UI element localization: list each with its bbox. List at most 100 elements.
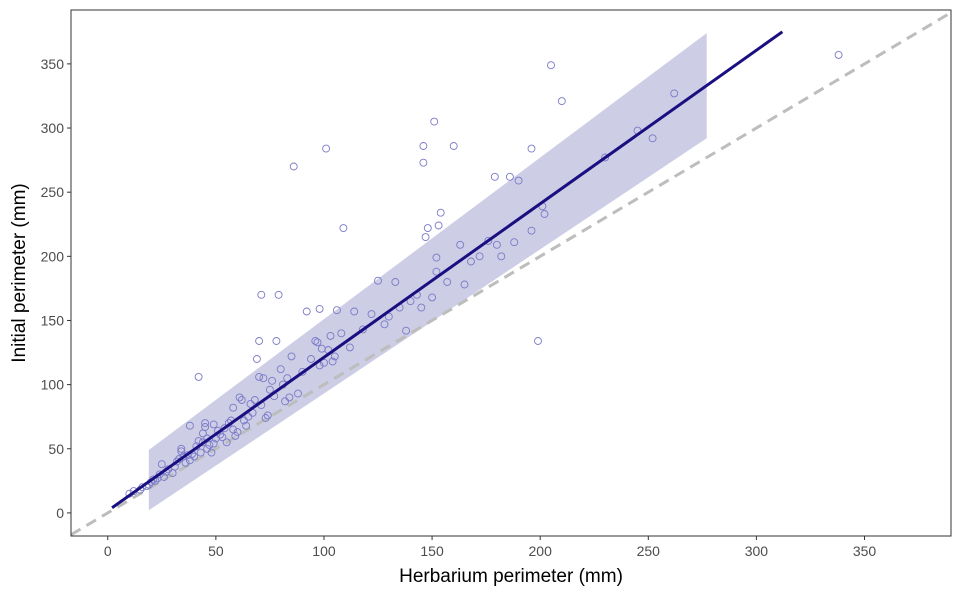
data-point bbox=[557, 97, 566, 106]
data-point bbox=[294, 389, 302, 398]
data-point bbox=[434, 221, 443, 230]
data-point bbox=[231, 431, 240, 440]
data-point bbox=[268, 376, 277, 385]
data-point bbox=[514, 176, 523, 185]
y-tick-label: 150 bbox=[41, 312, 65, 328]
data-point bbox=[246, 399, 255, 408]
y-tick-label: 350 bbox=[41, 56, 65, 72]
data-point bbox=[313, 338, 322, 347]
data-point bbox=[492, 240, 501, 249]
y-tick-label: 50 bbox=[48, 441, 64, 457]
data-point bbox=[250, 396, 259, 404]
data-point bbox=[201, 423, 210, 431]
data-point bbox=[430, 117, 439, 126]
data-point bbox=[244, 412, 253, 421]
data-point bbox=[207, 448, 216, 457]
x-tick-label: 0 bbox=[104, 543, 112, 559]
identity-line bbox=[71, 11, 951, 536]
data-point bbox=[402, 326, 411, 335]
data-point bbox=[209, 420, 218, 429]
data-point bbox=[322, 144, 331, 153]
plot-content bbox=[71, 11, 951, 536]
data-point bbox=[311, 337, 320, 345]
data-point bbox=[235, 393, 244, 402]
data-point bbox=[201, 419, 210, 428]
data-point bbox=[160, 473, 168, 481]
data-point bbox=[285, 393, 294, 402]
data-point bbox=[172, 457, 181, 466]
data-point bbox=[330, 352, 339, 361]
data-point bbox=[527, 144, 536, 153]
data-point bbox=[350, 307, 359, 316]
data-point bbox=[326, 331, 335, 340]
data-point bbox=[332, 306, 341, 315]
data-point bbox=[339, 224, 348, 233]
data-point bbox=[320, 358, 328, 367]
data-point bbox=[345, 343, 354, 352]
data-point bbox=[449, 142, 458, 150]
data-point bbox=[391, 278, 400, 286]
data-point bbox=[307, 355, 315, 363]
data-point bbox=[194, 372, 203, 381]
data-point bbox=[255, 372, 264, 381]
data-point bbox=[490, 172, 499, 181]
data-point bbox=[257, 290, 266, 299]
data-point bbox=[432, 253, 441, 262]
y-tick-label: 300 bbox=[41, 120, 65, 136]
data-point bbox=[497, 252, 506, 261]
data-point bbox=[185, 421, 194, 430]
data-point bbox=[510, 238, 519, 247]
data-point bbox=[272, 337, 281, 345]
data-point bbox=[358, 325, 367, 334]
plot-panel-border bbox=[70, 9, 952, 537]
y-tick-label: 0 bbox=[56, 505, 64, 521]
data-point bbox=[547, 61, 555, 70]
data-point bbox=[460, 280, 469, 289]
data-point bbox=[328, 357, 337, 366]
data-point bbox=[276, 365, 285, 374]
x-axis-title: Herbarium perimeter (mm) bbox=[399, 566, 623, 587]
data-point bbox=[281, 397, 290, 406]
data-point bbox=[181, 458, 190, 467]
data-point bbox=[505, 172, 514, 181]
x-tick-label: 50 bbox=[208, 543, 224, 559]
data-point bbox=[287, 352, 296, 361]
data-point bbox=[428, 293, 437, 302]
data-point bbox=[229, 403, 238, 412]
data-point bbox=[484, 236, 493, 245]
data-point bbox=[475, 252, 484, 261]
data-point bbox=[259, 374, 268, 383]
data-point bbox=[263, 411, 272, 420]
data-point bbox=[527, 226, 536, 235]
data-point bbox=[252, 355, 261, 363]
data-point bbox=[419, 142, 428, 150]
y-axis: 0 50 100 150 200 250 300 350 bbox=[41, 56, 71, 521]
data-point bbox=[255, 337, 264, 345]
data-point bbox=[209, 439, 218, 448]
data-point bbox=[315, 304, 324, 313]
y-tick-label: 200 bbox=[41, 248, 65, 264]
data-point bbox=[302, 307, 311, 316]
y-tick-label: 250 bbox=[41, 184, 65, 200]
data-point bbox=[456, 240, 465, 249]
data-point bbox=[261, 414, 270, 422]
x-tick-label: 150 bbox=[420, 543, 444, 559]
data-point bbox=[417, 303, 426, 312]
x-tick-label: 250 bbox=[637, 543, 661, 559]
data-point bbox=[540, 210, 549, 218]
data-point bbox=[467, 257, 475, 266]
data-point bbox=[423, 224, 432, 233]
data-point bbox=[196, 448, 205, 457]
data-point bbox=[421, 233, 430, 242]
data-point bbox=[834, 50, 843, 59]
data-point bbox=[432, 267, 441, 276]
data-point bbox=[670, 89, 679, 98]
data-point bbox=[237, 396, 246, 404]
data-point bbox=[177, 444, 186, 453]
x-tick-label: 350 bbox=[853, 543, 877, 559]
x-tick-label: 100 bbox=[312, 543, 336, 559]
confidence-band bbox=[148, 33, 707, 511]
data-point bbox=[419, 158, 428, 167]
data-point bbox=[218, 433, 227, 442]
